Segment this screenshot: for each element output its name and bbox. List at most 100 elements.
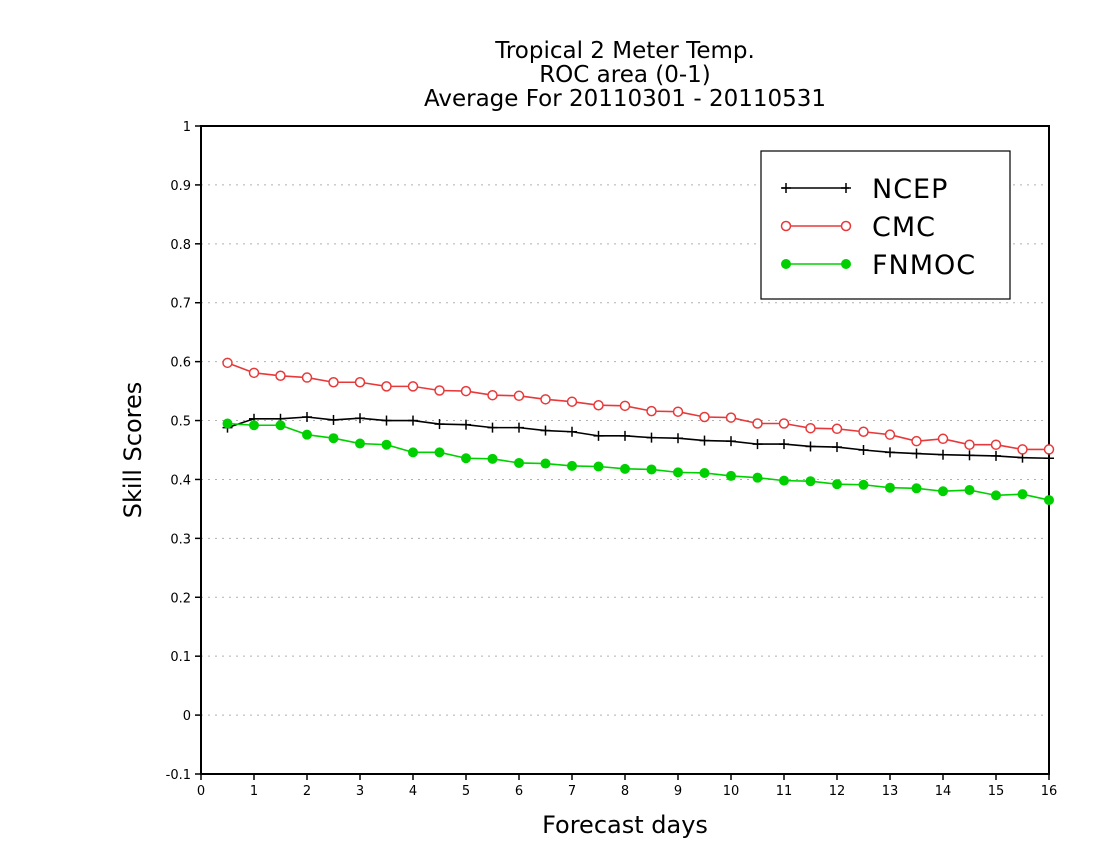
data-point-fnmoc (752, 472, 763, 483)
x-axis-label: Forecast days (542, 811, 708, 839)
x-tick-label: 12 (829, 784, 846, 799)
data-point-ncep (805, 441, 816, 452)
y-tick-label: -0.1 (166, 768, 191, 783)
data-point-cmc (434, 385, 445, 396)
y-tick-label: 0.5 (170, 415, 191, 430)
data-point-cmc (619, 400, 631, 412)
x-tick-label: 5 (462, 784, 470, 799)
data-point-fnmoc (434, 447, 445, 458)
data-point-fnmoc (885, 482, 895, 493)
data-point-fnmoc (911, 483, 922, 494)
x-tick-label: 1 (250, 784, 258, 799)
x-tick-label: 16 (1041, 784, 1058, 799)
data-point-cmc (513, 390, 525, 402)
data-point-cmc (222, 357, 233, 369)
data-point-fnmoc (991, 490, 1001, 501)
data-point-cmc (407, 381, 419, 392)
data-point-fnmoc (964, 485, 975, 496)
data-point-cmc (460, 385, 472, 397)
data-point-cmc (301, 372, 313, 383)
data-point-fnmoc (805, 476, 816, 487)
legend-item-fnmoc: FNMOC (781, 250, 975, 281)
data-point-cmc (487, 389, 498, 401)
data-point-cmc (275, 370, 286, 382)
y-tick-label: 0.6 (170, 356, 191, 371)
data-point-cmc (937, 433, 949, 445)
legend-item-ncep: NCEP (781, 174, 947, 205)
data-point-ncep (461, 419, 471, 430)
data-point-fnmoc (249, 420, 259, 431)
data-point-ncep (911, 448, 922, 459)
data-point-ncep (858, 445, 869, 455)
data-point-fnmoc (938, 486, 948, 497)
legend: NCEP CMC FNMOC (760, 150, 1011, 300)
y-tick-label: 0.3 (170, 532, 191, 547)
legend-item-cmc: CMC (780, 212, 936, 243)
x-tick-label: 0 (197, 784, 205, 799)
legend-marker (781, 259, 791, 269)
data-point-cmc (752, 418, 763, 429)
x-tick-label: 8 (621, 784, 629, 799)
data-point-fnmoc (832, 479, 842, 490)
data-point-ncep (726, 436, 736, 447)
x-tick-label: 7 (568, 784, 576, 799)
data-point-ncep (620, 430, 630, 441)
data-point-fnmoc (222, 418, 233, 429)
data-point-fnmoc (381, 439, 392, 450)
data-point-cmc (1017, 444, 1028, 455)
data-point-ncep (673, 433, 683, 444)
legend-label-cmc: CMC (872, 212, 936, 243)
data-point-cmc (540, 394, 551, 405)
data-point-cmc (699, 411, 710, 423)
data-point-fnmoc (726, 470, 736, 481)
series-ncep (222, 412, 1054, 464)
series-layer (222, 357, 1055, 506)
legend-marker (841, 259, 851, 269)
data-point-cmc (672, 406, 684, 417)
data-point-fnmoc (858, 479, 869, 490)
chart-title-line: ROC area (0-1) (539, 62, 711, 88)
y-tick-label: 1 (183, 120, 191, 135)
data-point-ncep (540, 425, 551, 436)
axis-ticks: -0.100.10.20.30.40.50.60.70.80.910 1 2 3 4 5 6… (166, 120, 1058, 799)
data-point-ncep (964, 450, 975, 461)
series-fnmoc (222, 418, 1054, 506)
data-point-ncep (381, 415, 392, 426)
data-point-cmc (858, 426, 869, 437)
chart-title-line: Average For 20110301 - 20110531 (424, 86, 826, 112)
legend-box (760, 150, 1011, 300)
x-tick-label: 13 (882, 784, 899, 799)
legend-marker (840, 220, 852, 232)
x-tick-label: 10 (723, 784, 740, 799)
data-point-cmc (964, 439, 975, 450)
y-tick-label: 0.7 (170, 297, 191, 312)
data-point-fnmoc (302, 429, 312, 440)
data-point-cmc (646, 405, 657, 417)
data-point-ncep (408, 415, 418, 426)
y-tick-label: 0.4 (170, 473, 191, 488)
data-point-cmc (911, 435, 922, 447)
data-point-ncep (1044, 453, 1054, 464)
data-point-cmc (831, 423, 843, 435)
y-tick-label: 0.9 (170, 179, 191, 194)
legend-marker (780, 220, 792, 232)
data-point-cmc (725, 412, 737, 423)
data-point-fnmoc (646, 464, 657, 475)
x-tick-label: 11 (776, 784, 793, 799)
data-point-ncep (832, 442, 842, 453)
data-point-ncep (991, 450, 1001, 461)
data-point-ncep (646, 432, 657, 443)
data-point-cmc (593, 399, 604, 411)
data-point-ncep (938, 449, 948, 460)
data-point-fnmoc (779, 475, 789, 486)
data-point-cmc (328, 377, 339, 388)
legend-marker (781, 183, 791, 193)
y-tick-label: 0.8 (170, 238, 191, 253)
data-point-cmc (778, 418, 790, 429)
data-point-cmc (1043, 444, 1055, 455)
data-point-fnmoc (1017, 489, 1028, 500)
data-point-ncep (434, 419, 445, 430)
data-point-fnmoc (1044, 495, 1054, 506)
data-point-ncep (593, 430, 604, 441)
